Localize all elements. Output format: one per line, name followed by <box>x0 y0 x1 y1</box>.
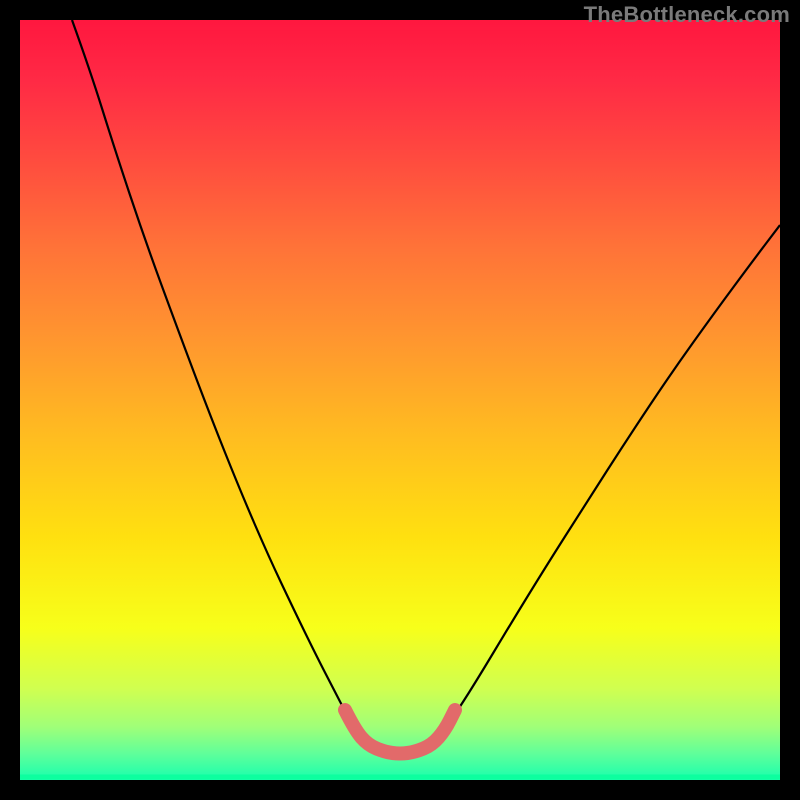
chart-stage: TheBottleneck.com <box>0 0 800 800</box>
plot-area <box>20 20 780 780</box>
bottleneck-chart-svg <box>0 0 800 800</box>
